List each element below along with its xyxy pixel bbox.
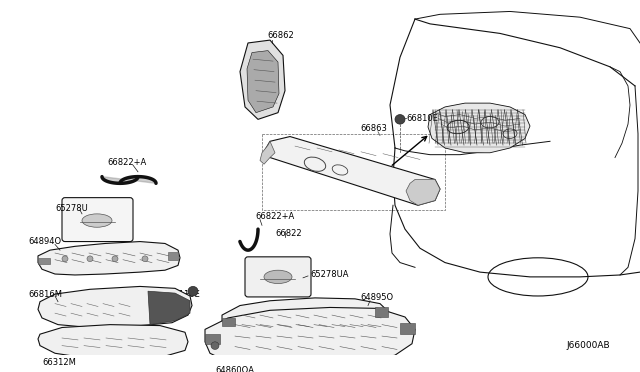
Polygon shape: [400, 323, 415, 334]
Text: 66862: 66862: [267, 31, 294, 40]
Polygon shape: [168, 252, 178, 260]
Polygon shape: [205, 307, 415, 366]
Circle shape: [87, 256, 93, 262]
Ellipse shape: [82, 214, 112, 227]
Text: 66822+A: 66822+A: [107, 158, 147, 167]
Text: 64895O: 64895O: [360, 294, 393, 302]
FancyBboxPatch shape: [245, 257, 311, 297]
Polygon shape: [265, 137, 440, 205]
Polygon shape: [38, 241, 180, 275]
Text: 66822+A: 66822+A: [255, 212, 294, 221]
Ellipse shape: [264, 270, 292, 283]
FancyBboxPatch shape: [62, 198, 133, 241]
Circle shape: [112, 256, 118, 262]
Text: 65278U: 65278U: [55, 203, 88, 213]
Polygon shape: [38, 325, 188, 358]
Polygon shape: [428, 103, 530, 153]
Polygon shape: [247, 51, 279, 113]
Circle shape: [62, 256, 68, 262]
Text: 66810E: 66810E: [406, 114, 438, 123]
Text: 64894O: 64894O: [28, 237, 61, 246]
Polygon shape: [38, 258, 50, 263]
Text: 66863: 66863: [360, 124, 387, 134]
Circle shape: [188, 286, 198, 296]
Polygon shape: [222, 298, 390, 342]
Polygon shape: [148, 291, 190, 325]
Polygon shape: [406, 180, 440, 205]
Polygon shape: [222, 318, 235, 326]
Polygon shape: [240, 40, 285, 119]
Text: 65278UA: 65278UA: [310, 270, 349, 279]
Polygon shape: [205, 334, 220, 344]
Text: 66312M: 66312M: [42, 358, 76, 367]
Circle shape: [211, 342, 219, 349]
Polygon shape: [38, 286, 192, 327]
Circle shape: [395, 115, 405, 124]
Text: 66816M: 66816M: [28, 289, 62, 299]
Text: 66110E: 66110E: [168, 289, 200, 299]
Text: 66822: 66822: [275, 230, 301, 238]
Polygon shape: [375, 307, 388, 317]
Polygon shape: [102, 177, 156, 183]
Text: J66000AB: J66000AB: [566, 341, 610, 350]
Text: 64860QA: 64860QA: [215, 366, 254, 372]
Circle shape: [142, 256, 148, 262]
Polygon shape: [260, 141, 275, 164]
